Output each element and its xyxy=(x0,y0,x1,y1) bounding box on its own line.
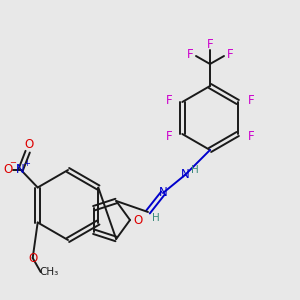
Text: −: − xyxy=(9,158,16,167)
Text: F: F xyxy=(248,130,254,142)
Text: F: F xyxy=(207,38,213,52)
Text: O: O xyxy=(134,214,142,226)
Text: O: O xyxy=(3,163,12,176)
Text: O: O xyxy=(24,138,33,151)
Text: O: O xyxy=(28,251,37,265)
Text: F: F xyxy=(248,94,254,106)
Text: F: F xyxy=(187,47,193,61)
Text: N: N xyxy=(159,187,167,200)
Text: H: H xyxy=(152,213,160,223)
Text: +: + xyxy=(23,159,30,168)
Text: CH₃: CH₃ xyxy=(39,267,58,277)
Text: N: N xyxy=(181,169,189,182)
Text: F: F xyxy=(166,130,172,142)
Text: F: F xyxy=(227,47,233,61)
Text: F: F xyxy=(166,94,172,106)
Text: H: H xyxy=(191,165,199,175)
Text: N: N xyxy=(16,163,25,176)
